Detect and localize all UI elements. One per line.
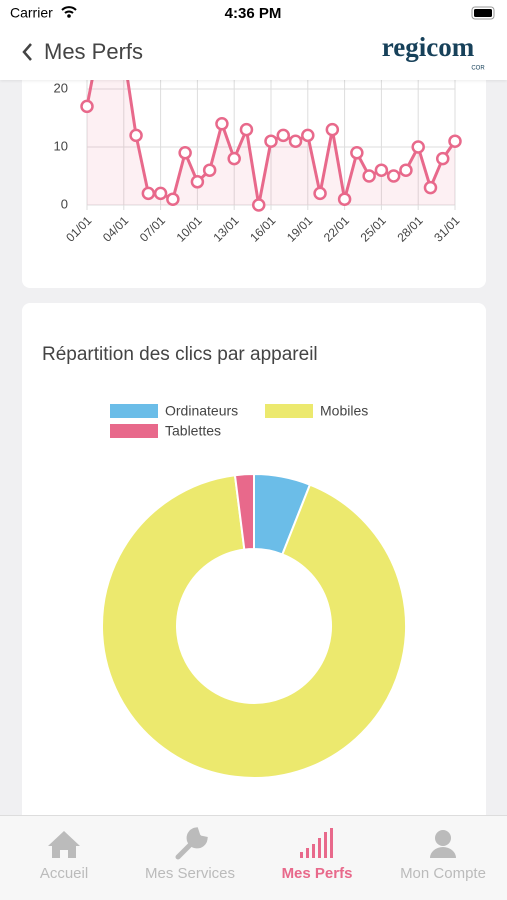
perf-icon[interactable]	[300, 828, 333, 858]
point	[448, 134, 462, 148]
point	[178, 146, 192, 160]
point	[251, 198, 266, 212]
y-tick-label: 10	[54, 138, 68, 153]
point	[80, 99, 94, 114]
line-area	[87, 31, 455, 205]
chart-title: Répartition des clics par appareil	[42, 344, 318, 365]
tab-label[interactable]: Accueil	[40, 865, 88, 882]
legend-swatch	[110, 424, 158, 438]
legend-label: Ordinateurs	[165, 403, 238, 419]
point	[288, 134, 303, 148]
time: 4:36 PM	[225, 5, 282, 22]
point	[386, 169, 401, 183]
wifi-dot	[67, 14, 71, 18]
point	[350, 146, 364, 160]
y-tick-label: 20	[54, 80, 68, 95]
back-chevron[interactable]	[22, 43, 32, 61]
point	[227, 151, 241, 166]
top-bar-svg: Carrier 4:36 PM Mes Perfs regicom COR	[10, 5, 495, 72]
tab-bar-svg: Accueil Mes Services Mes Perfs Mon Compte	[40, 827, 486, 882]
tab-label[interactable]: Mon Compte	[400, 865, 486, 882]
point	[215, 117, 229, 131]
point	[190, 175, 205, 189]
logo: regicom	[382, 32, 475, 62]
doughnut-slice	[233, 472, 255, 551]
tab-label[interactable]: Mes Perfs	[282, 865, 353, 882]
point	[202, 163, 217, 177]
point	[301, 128, 315, 143]
wifi-icon	[61, 6, 77, 14]
account-head[interactable]	[435, 830, 451, 846]
home-icon[interactable]	[48, 831, 80, 858]
point	[166, 192, 180, 206]
carrier: Carrier	[10, 5, 53, 21]
point	[423, 180, 438, 195]
account-body[interactable]	[430, 847, 456, 858]
header-title[interactable]: Mes Perfs	[44, 39, 143, 64]
logo-sub: COR	[471, 66, 485, 72]
point	[313, 186, 327, 201]
point	[153, 186, 168, 201]
wrench-icon[interactable]	[175, 827, 208, 860]
legend-label: Tablettes	[165, 423, 221, 439]
point	[276, 128, 291, 143]
point	[129, 128, 143, 143]
legend-label: Mobiles	[320, 403, 368, 419]
point	[325, 122, 340, 137]
battery-frame	[471, 6, 495, 20]
doughnut-chart: Ordinateurs Mobiles Tablettes	[101, 403, 407, 779]
point	[362, 169, 376, 183]
point	[239, 122, 254, 137]
point	[337, 192, 352, 206]
battery-level	[474, 9, 492, 17]
legend-swatch	[110, 404, 158, 418]
y-tick-label: 0	[61, 196, 68, 211]
point	[374, 163, 389, 177]
point	[435, 151, 450, 166]
point	[399, 163, 413, 177]
point	[264, 134, 278, 148]
point	[411, 140, 425, 154]
tab-bar: Accueil Mes Services Mes Perfs Mon Compte	[0, 815, 507, 900]
tab-label[interactable]: Mes Services	[145, 865, 235, 882]
point	[141, 186, 156, 201]
doughnut-slice	[101, 474, 407, 779]
legend-swatch	[265, 404, 313, 418]
top-bar: Carrier 4:36 PM Mes Perfs regicom COR	[0, 0, 507, 80]
